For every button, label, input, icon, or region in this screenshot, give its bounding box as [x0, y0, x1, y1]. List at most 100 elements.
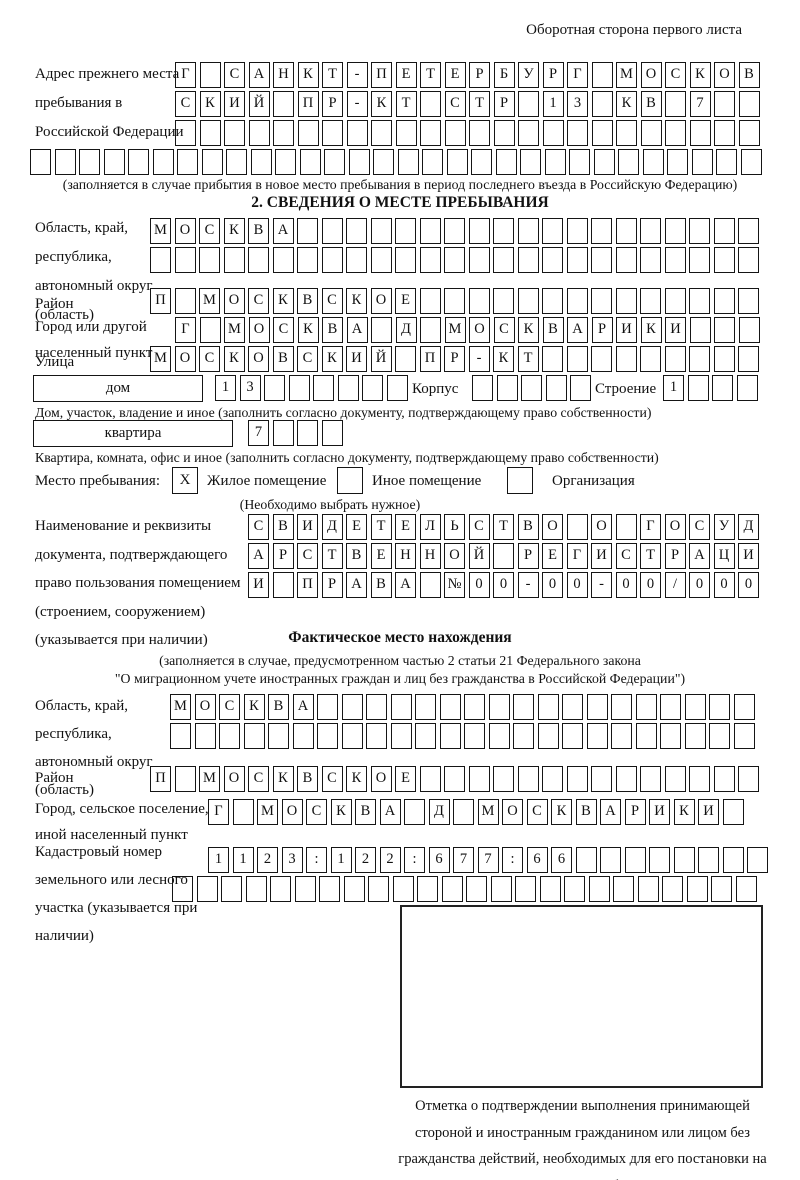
- char-box[interactable]: [322, 120, 343, 146]
- char-box[interactable]: [733, 723, 755, 749]
- char-box[interactable]: Р: [321, 572, 343, 598]
- char-box[interactable]: [468, 247, 490, 273]
- char-box[interactable]: О: [664, 514, 686, 540]
- char-box[interactable]: Р: [624, 799, 646, 825]
- char-box[interactable]: [689, 288, 710, 314]
- char-box[interactable]: Е: [395, 766, 416, 792]
- char-box[interactable]: [346, 120, 368, 146]
- char-box[interactable]: Й: [370, 346, 392, 372]
- char-box[interactable]: [419, 288, 441, 314]
- char-box[interactable]: Т: [493, 514, 514, 540]
- char-box[interactable]: [738, 766, 759, 792]
- char-box[interactable]: [713, 766, 735, 792]
- char-box[interactable]: [439, 723, 461, 749]
- char-box[interactable]: А: [567, 317, 588, 343]
- char-box[interactable]: [415, 694, 436, 720]
- char-box[interactable]: :: [306, 847, 327, 873]
- char-box[interactable]: 1: [330, 847, 352, 873]
- char-box[interactable]: 0: [713, 572, 735, 598]
- char-box[interactable]: [468, 218, 490, 244]
- char-box[interactable]: О: [174, 346, 196, 372]
- char-box[interactable]: С: [493, 317, 515, 343]
- char-box[interactable]: [713, 346, 735, 372]
- char-box[interactable]: [562, 694, 583, 720]
- char-box[interactable]: Р: [542, 62, 564, 88]
- char-box[interactable]: [521, 375, 542, 401]
- char-box[interactable]: К: [243, 694, 265, 720]
- char-box[interactable]: [544, 149, 566, 175]
- char-box[interactable]: Е: [395, 62, 417, 88]
- char-box[interactable]: [444, 120, 466, 146]
- char-box[interactable]: [446, 149, 468, 175]
- char-box[interactable]: [226, 149, 247, 175]
- char-box[interactable]: 0: [615, 572, 637, 598]
- char-box[interactable]: [517, 247, 539, 273]
- char-box[interactable]: [738, 91, 760, 117]
- char-box[interactable]: [738, 247, 759, 273]
- char-box[interactable]: [714, 120, 735, 146]
- char-box[interactable]: К: [199, 91, 221, 117]
- char-box[interactable]: [194, 723, 216, 749]
- char-box[interactable]: И: [346, 346, 367, 372]
- char-box[interactable]: 3: [281, 847, 303, 873]
- char-box[interactable]: [566, 218, 588, 244]
- char-box[interactable]: [542, 346, 563, 372]
- char-box[interactable]: [600, 847, 621, 873]
- char-box[interactable]: [177, 149, 198, 175]
- char-box[interactable]: О: [281, 799, 303, 825]
- char-box[interactable]: [539, 876, 561, 902]
- char-box[interactable]: [738, 346, 759, 372]
- char-box[interactable]: [709, 723, 730, 749]
- char-box[interactable]: -: [468, 346, 490, 372]
- char-box[interactable]: [537, 723, 559, 749]
- char-box[interactable]: [488, 694, 510, 720]
- char-box[interactable]: [273, 120, 294, 146]
- char-box[interactable]: 1: [208, 847, 229, 873]
- char-box[interactable]: А: [346, 572, 367, 598]
- char-box[interactable]: [542, 288, 563, 314]
- oblast3-row-2[interactable]: [170, 723, 755, 749]
- char-box[interactable]: [441, 876, 463, 902]
- char-box[interactable]: [273, 91, 294, 117]
- char-box[interactable]: [591, 62, 613, 88]
- char-box[interactable]: П: [150, 766, 171, 792]
- char-box[interactable]: [172, 876, 193, 902]
- char-box[interactable]: [466, 876, 487, 902]
- char-box[interactable]: [542, 766, 563, 792]
- char-box[interactable]: И: [738, 543, 759, 569]
- char-box[interactable]: [537, 694, 559, 720]
- char-box[interactable]: [370, 218, 392, 244]
- char-box[interactable]: [611, 694, 632, 720]
- char-box[interactable]: [321, 247, 343, 273]
- char-box[interactable]: В: [738, 62, 760, 88]
- dom-widebox[interactable]: дом: [33, 375, 203, 402]
- char-box[interactable]: Р: [272, 543, 294, 569]
- char-box[interactable]: М: [616, 62, 637, 88]
- char-box[interactable]: [420, 120, 441, 146]
- char-box[interactable]: [712, 375, 733, 401]
- char-box[interactable]: [687, 375, 709, 401]
- char-box[interactable]: [79, 149, 100, 175]
- char-box[interactable]: Е: [346, 514, 367, 540]
- char-box[interactable]: Г: [208, 799, 229, 825]
- char-box[interactable]: В: [272, 514, 294, 540]
- char-box[interactable]: С: [665, 62, 686, 88]
- char-box[interactable]: [664, 218, 686, 244]
- char-box[interactable]: [268, 723, 289, 749]
- checkbox-inoe[interactable]: [337, 467, 363, 494]
- char-box[interactable]: [686, 876, 708, 902]
- char-box[interactable]: М: [150, 218, 171, 244]
- char-box[interactable]: [496, 375, 518, 401]
- char-box[interactable]: [395, 247, 416, 273]
- char-box[interactable]: [471, 149, 492, 175]
- char-box[interactable]: [248, 247, 269, 273]
- char-box[interactable]: [453, 799, 474, 825]
- char-box[interactable]: [591, 288, 612, 314]
- char-box[interactable]: С: [248, 766, 269, 792]
- char-box[interactable]: С: [175, 91, 196, 117]
- char-box[interactable]: К: [272, 288, 294, 314]
- char-box[interactable]: [566, 514, 588, 540]
- char-box[interactable]: О: [502, 799, 523, 825]
